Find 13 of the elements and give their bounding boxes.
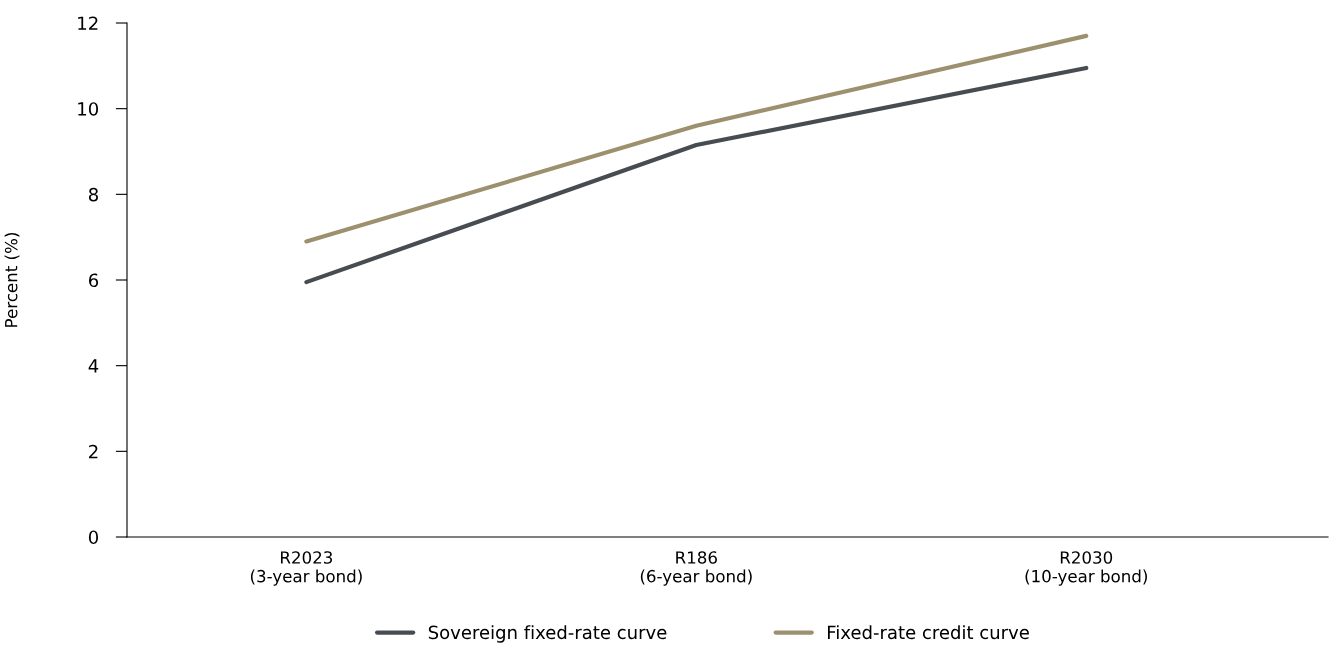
legend-label: Fixed-rate credit curve <box>827 625 1029 640</box>
y-tick-label: 10 <box>78 102 99 116</box>
y-tick-label: 4 <box>88 359 99 373</box>
x-tick-label: R2030 (10-year bond) <box>1025 551 1147 586</box>
x-tick-label: R2023 (3-year bond) <box>250 551 362 586</box>
y-tick-label: 12 <box>78 16 98 30</box>
y-tick-label: 6 <box>89 273 99 288</box>
legend-label: Sovereign fixed-rate curve <box>428 625 667 643</box>
y-tick-label: 0 <box>88 530 99 545</box>
y-tick-label: 2 <box>89 444 98 459</box>
y-tick-label: 8 <box>88 187 98 202</box>
x-tick-label: R186 (6-year bond) <box>640 551 752 586</box>
y-axis-title: Percent (%) <box>4 233 20 327</box>
